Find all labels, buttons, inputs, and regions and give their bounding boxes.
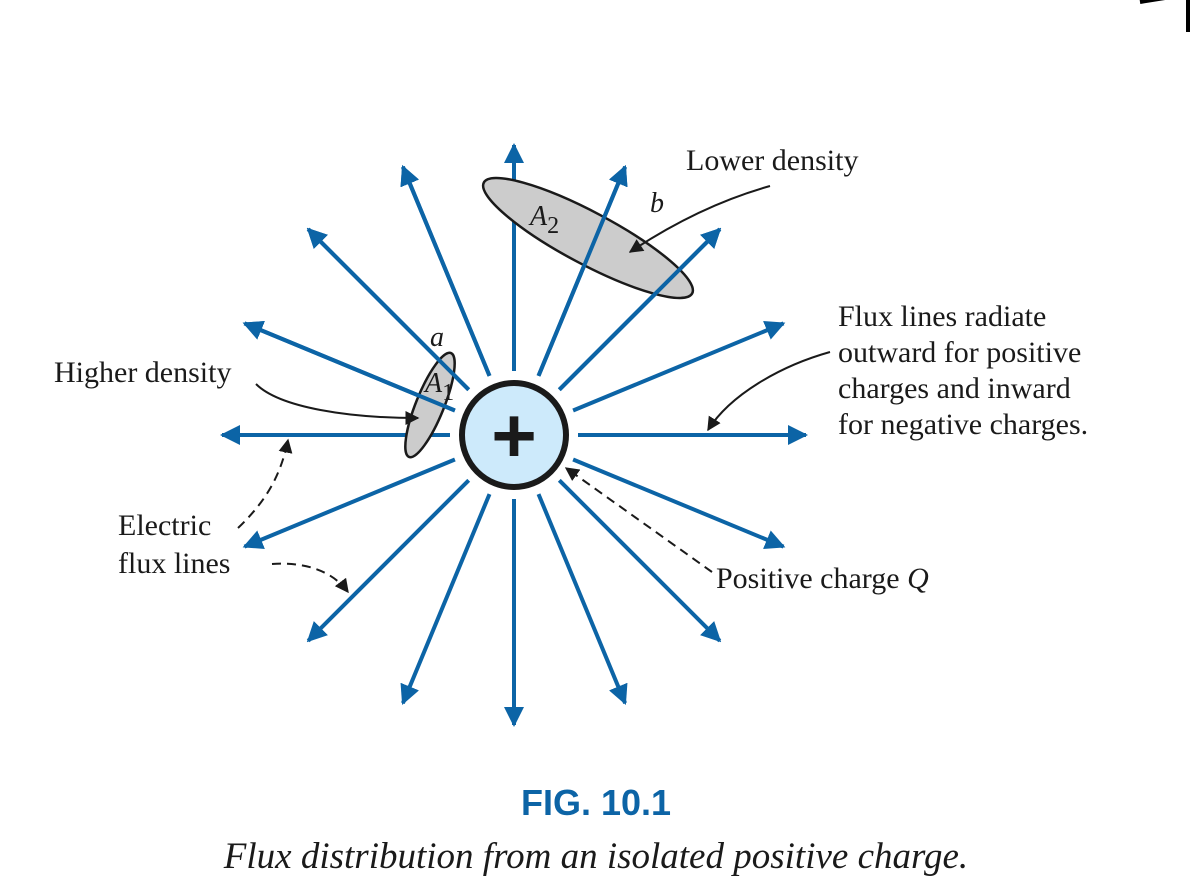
area-a2-surface <box>481 176 695 300</box>
flux-line <box>306 478 471 643</box>
flux-line <box>557 478 722 643</box>
flux-line-overlay <box>557 227 722 392</box>
point-b-label: b <box>650 188 664 219</box>
positive-charge-label: Positive charge Q <box>716 562 929 595</box>
higher-density-label: Higher density <box>54 356 231 389</box>
flux-lines-overlay <box>242 164 722 413</box>
electric-flux-label: Electric flux lines <box>118 509 231 580</box>
flux-line-overlay <box>536 164 628 377</box>
point-a-label: a <box>430 322 444 353</box>
flux-line-overlay <box>400 164 492 377</box>
positive-charge-circle <box>459 380 569 490</box>
positive-charge-pointer <box>564 467 713 573</box>
electric-flux-pointer-2 <box>271 562 349 594</box>
flux-radiate-pointer <box>707 351 831 432</box>
figure-caption: Flux distribution from an isolated posit… <box>223 836 968 877</box>
plus-sign: + <box>491 391 537 479</box>
flux-line-overlay <box>242 321 456 413</box>
flux-line <box>572 321 786 413</box>
area-a1-surface <box>404 351 456 459</box>
flux-line <box>400 493 492 706</box>
corner-mark <box>1139 0 1190 32</box>
lower-density-label: Lower density <box>686 144 858 177</box>
flux-line <box>536 493 628 706</box>
flux-line <box>242 457 456 549</box>
electric-flux-pointer-1 <box>237 438 293 529</box>
area-a1-label: A1 <box>423 368 454 406</box>
figure-title: FIG. 10.1 <box>521 782 671 823</box>
flux-line-overlay <box>306 227 471 392</box>
higher-density-pointer <box>255 383 420 425</box>
lower-density-pointer <box>628 185 771 253</box>
flux-line <box>572 457 786 549</box>
area-a2-label: A2 <box>528 201 559 239</box>
flux-radiate-text: Flux lines radiate outward for positive … <box>838 300 1089 441</box>
